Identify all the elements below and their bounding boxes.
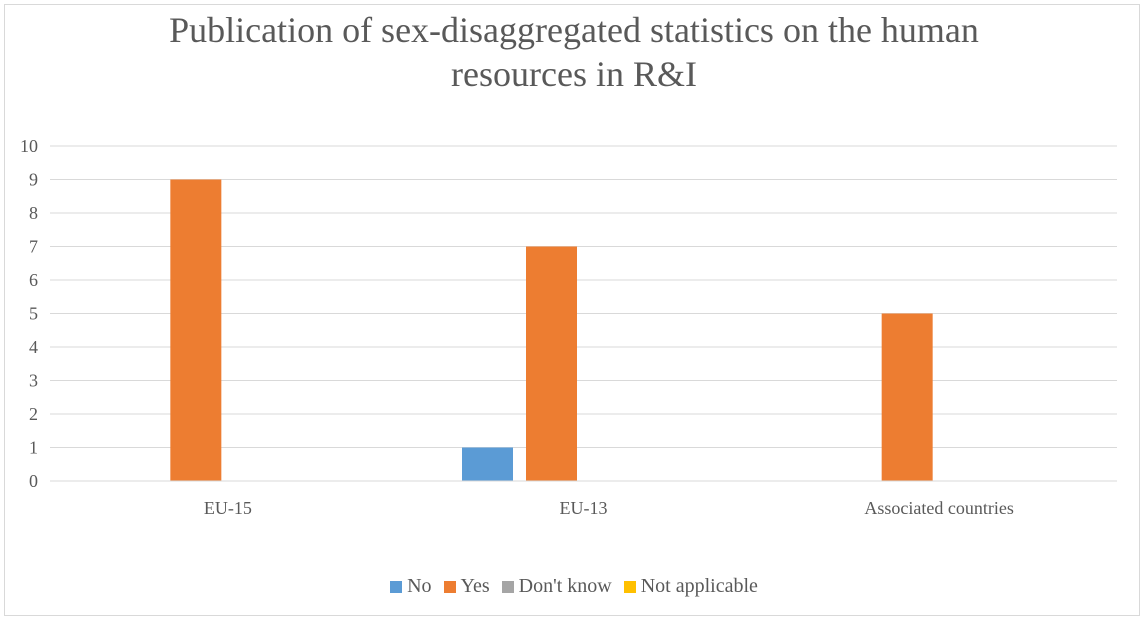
y-tick-label: 6 [29, 270, 38, 290]
bar-yes-associated-countries [881, 313, 933, 481]
x-category-label: Associated countries [864, 498, 1013, 518]
y-axis-tick-labels: 0 1 2 3 4 5 6 7 8 9 10 [20, 136, 38, 491]
chart-title-line-2: resources in R&I [451, 54, 697, 94]
bars [170, 179, 933, 481]
x-axis-category-labels: EU-15 EU-13 Associated countries [204, 498, 1014, 518]
bar-no-eu-13 [462, 447, 513, 481]
y-tick-label: 7 [29, 237, 38, 257]
legend-swatch [390, 580, 403, 593]
x-category-label: EU-13 [560, 498, 608, 518]
y-tick-label: 3 [29, 371, 38, 391]
y-tick-label: 10 [20, 136, 38, 156]
legend-label: Don't know [518, 575, 612, 597]
y-tick-label: 4 [29, 337, 38, 357]
bar-yes-eu-13 [526, 246, 577, 481]
legend-label: Yes [460, 575, 490, 597]
legend: No Yes Don't know Not applicable [0, 575, 1148, 598]
legend-swatch [443, 580, 456, 593]
y-tick-label: 1 [29, 438, 38, 458]
chart-title-line-1: Publication of sex-disaggregated statist… [169, 10, 979, 50]
legend-item: Not applicable [623, 575, 758, 598]
x-category-label: EU-15 [204, 498, 252, 518]
legend-item: Don't know [501, 575, 612, 598]
y-tick-label: 0 [29, 471, 38, 491]
grid-lines [50, 145, 1117, 448]
legend-item: Yes [443, 575, 490, 598]
legend-item: No [390, 575, 432, 598]
legend-label: Not applicable [640, 575, 758, 597]
legend-swatch [501, 580, 514, 593]
y-tick-label: 2 [29, 404, 38, 424]
legend-label: No [407, 575, 432, 597]
bar-yes-eu-15 [170, 179, 222, 481]
chart-title: Publication of sex-disaggregated statist… [0, 8, 1148, 96]
y-tick-label: 8 [29, 203, 38, 223]
legend-swatch [623, 580, 636, 593]
y-tick-label: 9 [29, 170, 38, 190]
y-tick-label: 5 [29, 304, 38, 324]
